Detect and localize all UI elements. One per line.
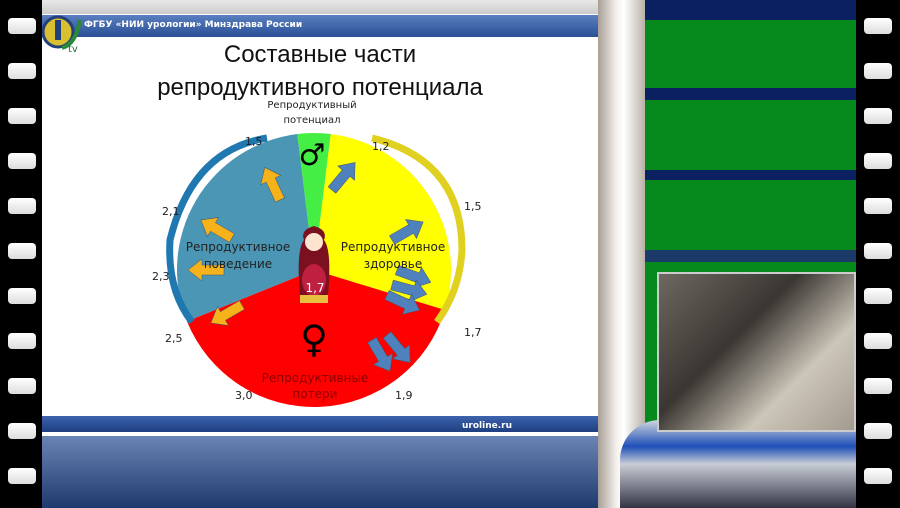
title-line-2: репродуктивного потенциала bbox=[157, 74, 483, 101]
org-name: ФГБУ «НИИ урологии» Минздрава России bbox=[84, 20, 303, 30]
film-hole bbox=[8, 198, 36, 214]
segment-label-behavior-2: поведение bbox=[204, 257, 272, 271]
value-label: 3,0 bbox=[235, 389, 253, 402]
film-hole bbox=[8, 63, 36, 79]
film-hole bbox=[864, 378, 892, 394]
film-hole bbox=[8, 288, 36, 304]
arrow-icon bbox=[210, 300, 245, 326]
film-hole bbox=[864, 108, 892, 124]
wedge-fertility bbox=[297, 133, 331, 270]
studio-band bbox=[645, 250, 856, 262]
studio-desk bbox=[620, 420, 856, 508]
presentation-slide: ФГБУ «НИИ урологии» Минздрава России Сос… bbox=[42, 0, 598, 470]
value-label: 1,9 bbox=[395, 389, 413, 402]
value-label: 1,5 bbox=[245, 135, 263, 148]
value-label: 1,5 bbox=[464, 200, 482, 213]
arrow-icon bbox=[187, 258, 225, 282]
matryoshka-icon bbox=[298, 226, 330, 303]
arrow-icon bbox=[382, 331, 411, 363]
film-strip-right bbox=[856, 0, 900, 508]
arrow-icon bbox=[367, 337, 393, 372]
yellow-curved-arrow bbox=[371, 134, 466, 325]
center-label-line2: потенциал bbox=[284, 115, 341, 126]
reproductive-potential-diagram: Репродуктивный потенциал ♂ ♀ Репродуктив… bbox=[152, 100, 482, 407]
studio-pillar bbox=[598, 0, 645, 508]
film-hole bbox=[864, 153, 892, 169]
slide-top-edge bbox=[42, 0, 598, 14]
segment-label-losses-2: потери bbox=[293, 387, 338, 401]
arrow-icon bbox=[327, 162, 356, 194]
arrow-icon bbox=[390, 279, 428, 302]
center-value: 1,7 bbox=[305, 281, 324, 295]
studio-band bbox=[645, 88, 856, 100]
value-label: 2,1 bbox=[162, 205, 180, 218]
studio-band bbox=[645, 0, 856, 20]
speaker-video-inset bbox=[657, 272, 856, 432]
value-label: 2,3 bbox=[152, 270, 170, 283]
blue-curved-arrow bbox=[166, 134, 268, 325]
film-hole bbox=[864, 423, 892, 439]
wedge-losses bbox=[186, 270, 446, 407]
svg-text:tv: tv bbox=[68, 44, 78, 54]
film-hole bbox=[8, 18, 36, 34]
studio-band bbox=[645, 170, 856, 180]
segment-label-losses-1: Репродуктивные bbox=[262, 371, 369, 385]
arrow-icon bbox=[394, 264, 432, 289]
film-hole bbox=[8, 378, 36, 394]
segment-label-health-2: здоровье bbox=[364, 257, 423, 271]
value-label: 1,7 bbox=[464, 326, 482, 339]
value-label: 1,2 bbox=[372, 140, 390, 153]
film-hole bbox=[8, 333, 36, 349]
slide-header-bar: ФГБУ «НИИ урологии» Минздрава России bbox=[42, 15, 598, 37]
film-strip-left bbox=[0, 0, 44, 508]
title-line-1: Составные части bbox=[223, 41, 417, 68]
footer-url: uroline.ru bbox=[462, 421, 512, 431]
film-hole bbox=[8, 243, 36, 259]
film-hole bbox=[864, 198, 892, 214]
studio-floor bbox=[42, 436, 598, 508]
slide-footer-bar bbox=[42, 416, 598, 432]
slide-title: Составные части репродуктивного потенциа… bbox=[42, 38, 598, 104]
center-label-line1: Репродуктивный bbox=[267, 100, 356, 111]
film-hole bbox=[864, 18, 892, 34]
female-symbol: ♀ bbox=[300, 317, 328, 361]
arrow-icon bbox=[384, 290, 420, 315]
value-label: 2,5 bbox=[165, 332, 183, 345]
arrow-icon bbox=[260, 167, 285, 203]
film-hole bbox=[8, 468, 36, 484]
institute-logo: tv bbox=[42, 15, 82, 54]
film-hole bbox=[8, 423, 36, 439]
arrow-icon bbox=[200, 217, 235, 243]
film-hole bbox=[864, 468, 892, 484]
film-hole bbox=[8, 108, 36, 124]
film-hole bbox=[864, 333, 892, 349]
arrow-icon bbox=[389, 219, 424, 245]
film-hole bbox=[864, 243, 892, 259]
segment-label-behavior-1: Репродуктивное bbox=[186, 240, 291, 254]
film-hole bbox=[864, 63, 892, 79]
segment-label-health-1: Репродуктивное bbox=[341, 240, 446, 254]
male-symbol: ♂ bbox=[299, 138, 326, 173]
film-hole bbox=[8, 153, 36, 169]
film-hole bbox=[864, 288, 892, 304]
